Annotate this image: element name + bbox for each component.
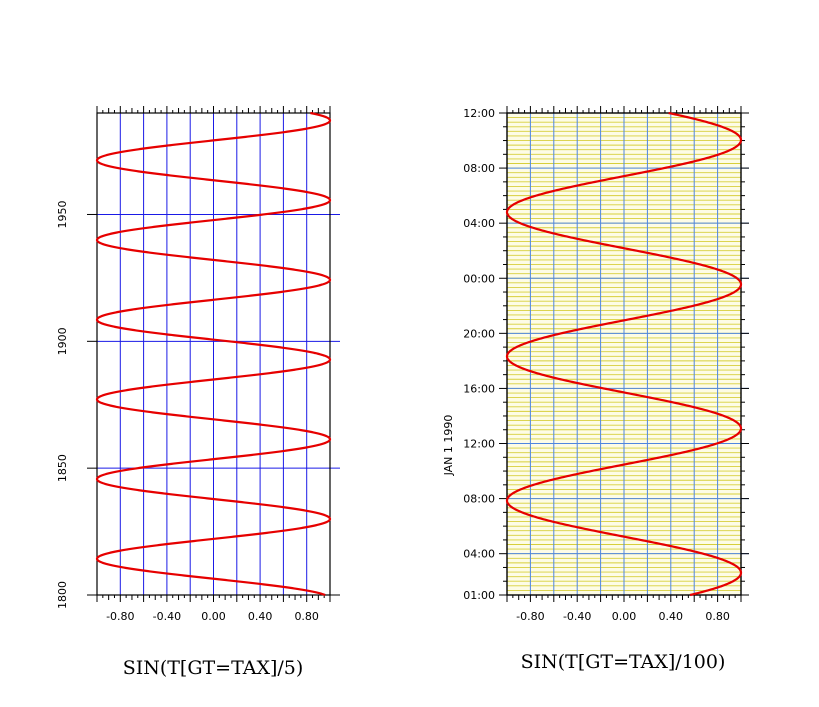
right-panel: -0.80 -0.40 0.00 0.40 0.80 01:00 04:00 08:00 12:… [442, 106, 749, 623]
left-y-tick-label: 1900 [56, 327, 69, 355]
right-series-line [505, 111, 743, 597]
left-series-line [95, 111, 332, 597]
right-x-tick-label: 0.80 [705, 610, 730, 623]
left-y-tick-label: 1800 [56, 581, 69, 609]
right-y-tick-label: 20:00 [463, 327, 495, 340]
right-y-tick-label: 04:00 [463, 217, 495, 230]
right-y-tick-label: 08:00 [463, 493, 495, 506]
right-x-tick-label: -0.40 [563, 610, 591, 623]
right-x-tick-label: 0.00 [612, 610, 637, 623]
left-chart-title: SIN(T[GT=TAX]/5) [123, 657, 304, 679]
right-y-tick-label: 16:00 [463, 382, 495, 395]
right-y-tick-label: 08:00 [463, 162, 495, 175]
left-panel: -0.80 -0.40 0.00 0.40 0.80 1800 1850 1900 1950 [56, 106, 340, 623]
right-y-axis-label: JAN 1 1990 [442, 415, 455, 477]
right-y-tick-label: 12:00 [463, 438, 495, 451]
left-x-tick-label: 0.00 [201, 610, 226, 623]
right-y-tick-label: 00:00 [463, 272, 495, 285]
left-x-tick-label: 0.80 [294, 610, 319, 623]
right-x-tick-label: 0.40 [659, 610, 684, 623]
right-y-tick-label: 12:00 [463, 107, 495, 120]
left-x-tick-label: 0.40 [248, 610, 273, 623]
left-y-tick-label: 1950 [56, 200, 69, 228]
right-x-tick-label: -0.80 [516, 610, 544, 623]
right-chart-title: SIN(T[GT=TAX]/100) [521, 651, 726, 673]
right-y-tick-label: 01:00 [463, 589, 495, 602]
left-x-tick-label: -0.40 [153, 610, 181, 623]
left-y-tick-label: 1850 [56, 454, 69, 482]
right-y-tick-label: 04:00 [463, 548, 495, 561]
left-x-tick-label: -0.80 [106, 610, 134, 623]
